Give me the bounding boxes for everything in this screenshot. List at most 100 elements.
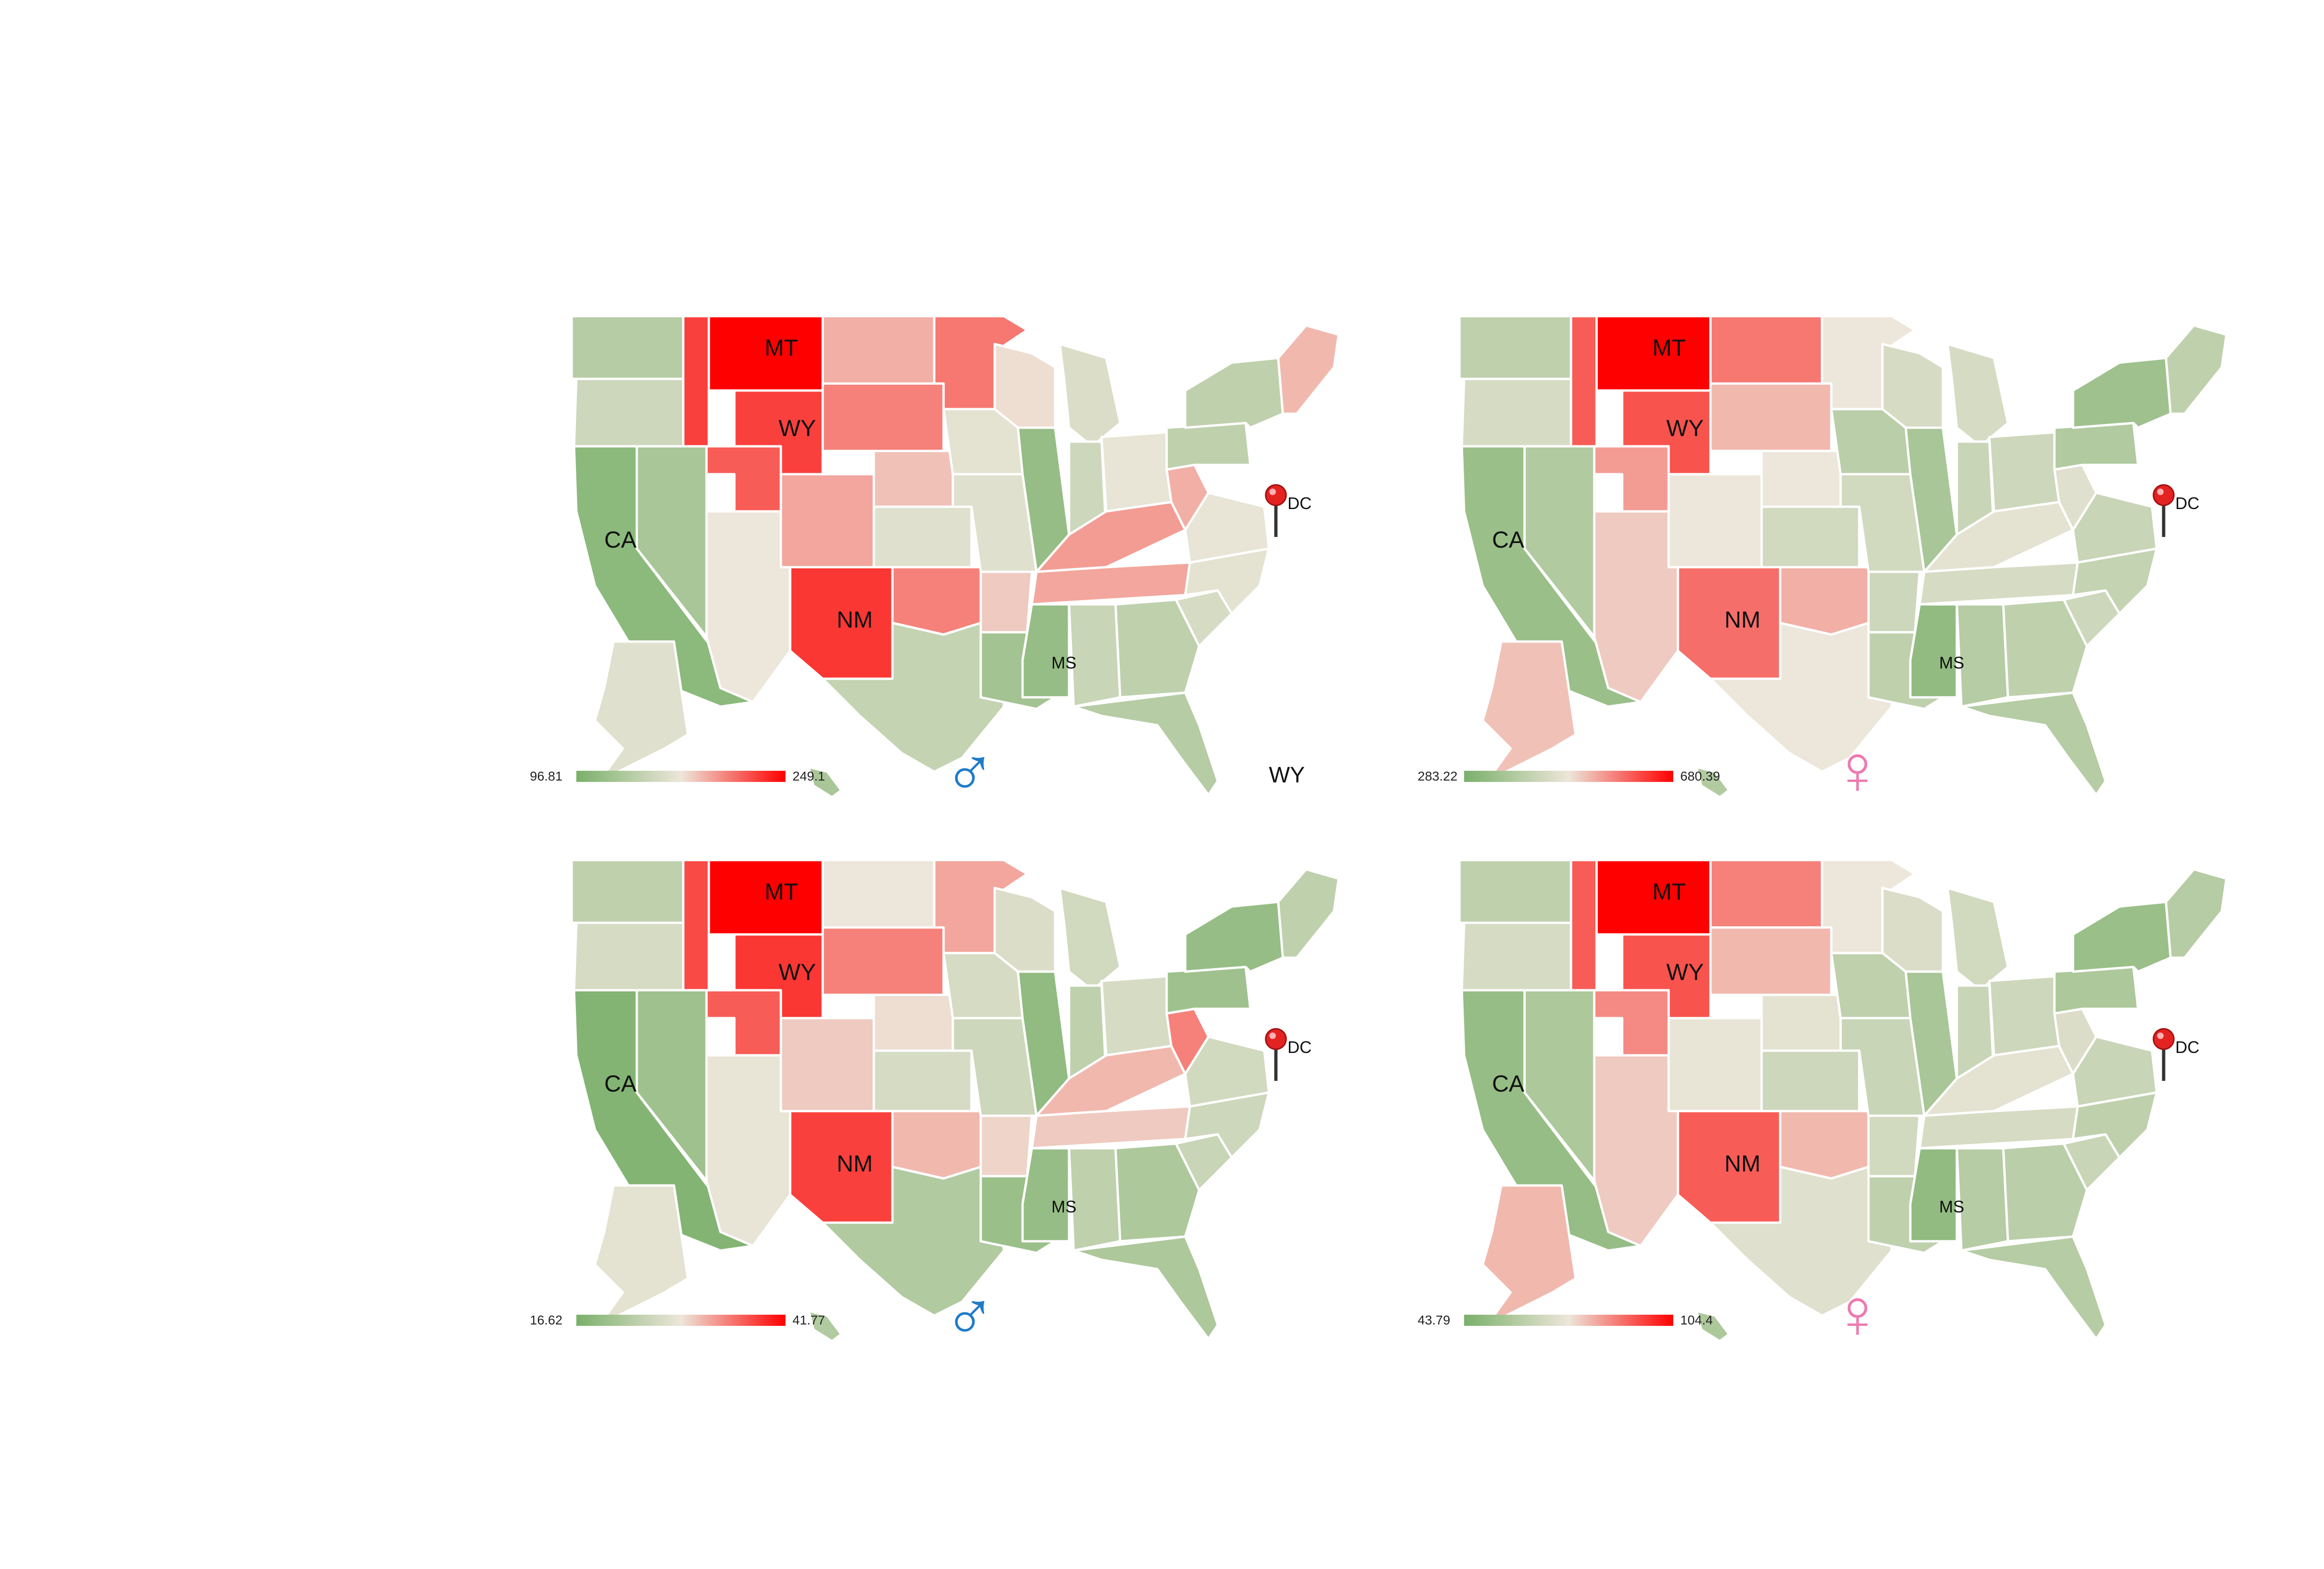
state-ga	[1114, 1142, 1201, 1243]
state-pa	[2053, 966, 2139, 1015]
legend-max-value: 680.39	[1680, 769, 1720, 783]
state-label-wy: WY	[779, 415, 816, 441]
state-sd	[1709, 382, 1833, 452]
pushpin-icon	[1265, 484, 1287, 537]
state-al	[1955, 603, 2009, 708]
state-ut	[1593, 989, 1670, 1057]
state-sd	[821, 382, 945, 452]
state-ne	[1760, 450, 1842, 508]
state-co	[779, 473, 875, 569]
map-panel-female-bottom: MT WY CA NM MS DC 43.79 104.4 ♀	[1418, 832, 2236, 1348]
legend-max-value: 249.1	[792, 769, 825, 783]
state-ne	[872, 993, 954, 1052]
state-ar	[1867, 570, 1921, 634]
state-label-ms: MS	[1051, 1197, 1076, 1216]
state-ga	[2002, 1142, 2088, 1243]
state-label-ms: MS	[1051, 653, 1076, 672]
state-or	[573, 921, 685, 992]
state-hi	[1695, 1310, 1730, 1343]
state-ar	[979, 570, 1033, 634]
state-ne_reg	[2165, 324, 2228, 415]
state-tx	[1709, 622, 1893, 773]
legend-gradient-bar	[1464, 1315, 1673, 1326]
state-wa	[570, 315, 685, 380]
state-tx	[1709, 1165, 1893, 1317]
state-nd	[821, 315, 936, 385]
state-mi	[1058, 887, 1122, 992]
state-tx	[821, 1165, 1005, 1317]
state-ks	[1760, 505, 1861, 569]
state-id	[682, 859, 710, 992]
state-co	[1667, 473, 1763, 569]
state-mi	[1946, 887, 2009, 992]
state-ne_reg	[1277, 868, 1340, 959]
state-ny	[2072, 900, 2172, 973]
state-fl	[1960, 691, 2107, 796]
state-ok	[891, 1110, 982, 1180]
state-pa	[2053, 422, 2139, 471]
state-ga	[2002, 598, 2088, 699]
state-pa	[1165, 422, 1252, 471]
state-label-wy: WY	[779, 959, 816, 985]
state-ms	[1021, 1147, 1070, 1243]
state-ne_reg	[2165, 868, 2228, 959]
state-label-ca: CA	[604, 1071, 637, 1097]
state-label-nm: NM	[1724, 1151, 1761, 1177]
state-wa	[1458, 315, 1572, 380]
pushpin-icon	[1265, 1028, 1287, 1081]
state-sd	[821, 926, 945, 996]
female-symbol-icon: ♀	[1831, 1274, 1884, 1352]
state-mi	[1946, 343, 2009, 448]
state-label-ms: MS	[1939, 653, 1964, 672]
state-or	[573, 377, 685, 448]
state-nd	[1709, 859, 1823, 929]
state-ut	[705, 445, 782, 513]
legend-max-value: 41.77	[792, 1313, 825, 1327]
legend-min-value: 43.79	[1418, 1313, 1451, 1327]
state-ar	[1867, 1114, 1921, 1178]
state-ak	[1481, 1184, 1577, 1326]
state-wi	[993, 343, 1056, 429]
legend-min-value: 96.81	[530, 769, 563, 783]
state-label-ms: MS	[1939, 1197, 1964, 1216]
state-sd	[1709, 926, 1833, 996]
state-az	[1593, 510, 1679, 703]
state-label-ca: CA	[604, 527, 637, 553]
state-az	[705, 1054, 792, 1247]
legend-gradient-bar	[1464, 771, 1673, 782]
map-panel-male-bottom: MT WY CA NM MS DC 16.62 41.77 ♂	[530, 832, 1348, 1348]
state-wi	[1881, 343, 1944, 429]
pushpin-icon	[2152, 484, 2175, 537]
legend-gradient-bar	[576, 771, 786, 782]
state-wa	[570, 859, 685, 924]
color-legend: 283.22 680.39	[1418, 767, 1743, 786]
state-pa	[1165, 966, 1252, 1015]
state-id	[1570, 859, 1598, 992]
color-legend: 16.62 41.77	[530, 1311, 855, 1330]
state-ms	[1909, 603, 1958, 699]
state-label-ca: CA	[1492, 527, 1525, 553]
us-map: MT WY CA NM MS DC	[1458, 315, 2228, 799]
state-ks	[1760, 1049, 1861, 1112]
state-label-mt: MT	[765, 335, 798, 361]
us-map: MT WY CA NM MS DC	[570, 859, 1340, 1343]
state-label-nm: NM	[837, 1151, 873, 1177]
state-label-mt: MT	[1652, 879, 1686, 905]
state-ga	[1114, 598, 1201, 699]
male-symbol-icon: ♂	[944, 1274, 996, 1352]
state-or	[1460, 377, 1572, 448]
state-ks	[872, 505, 973, 569]
state-ms	[1909, 1147, 1958, 1243]
pushpin-icon	[2152, 1028, 2175, 1081]
state-ny	[2072, 357, 2172, 429]
map-panel-male-top: MT WY CA NM MS DC 96.81 249.1 ♂	[530, 288, 1348, 804]
state-label-dc: DC	[2175, 494, 2199, 513]
state-az	[705, 510, 792, 703]
state-nd	[1709, 315, 1823, 385]
legend-gradient-bar	[576, 1315, 786, 1326]
state-ok	[891, 566, 982, 636]
state-al	[1068, 1147, 1122, 1252]
state-co	[779, 1017, 875, 1112]
state-label-dc: DC	[2175, 1038, 2199, 1057]
state-label-nm: NM	[1724, 607, 1761, 633]
